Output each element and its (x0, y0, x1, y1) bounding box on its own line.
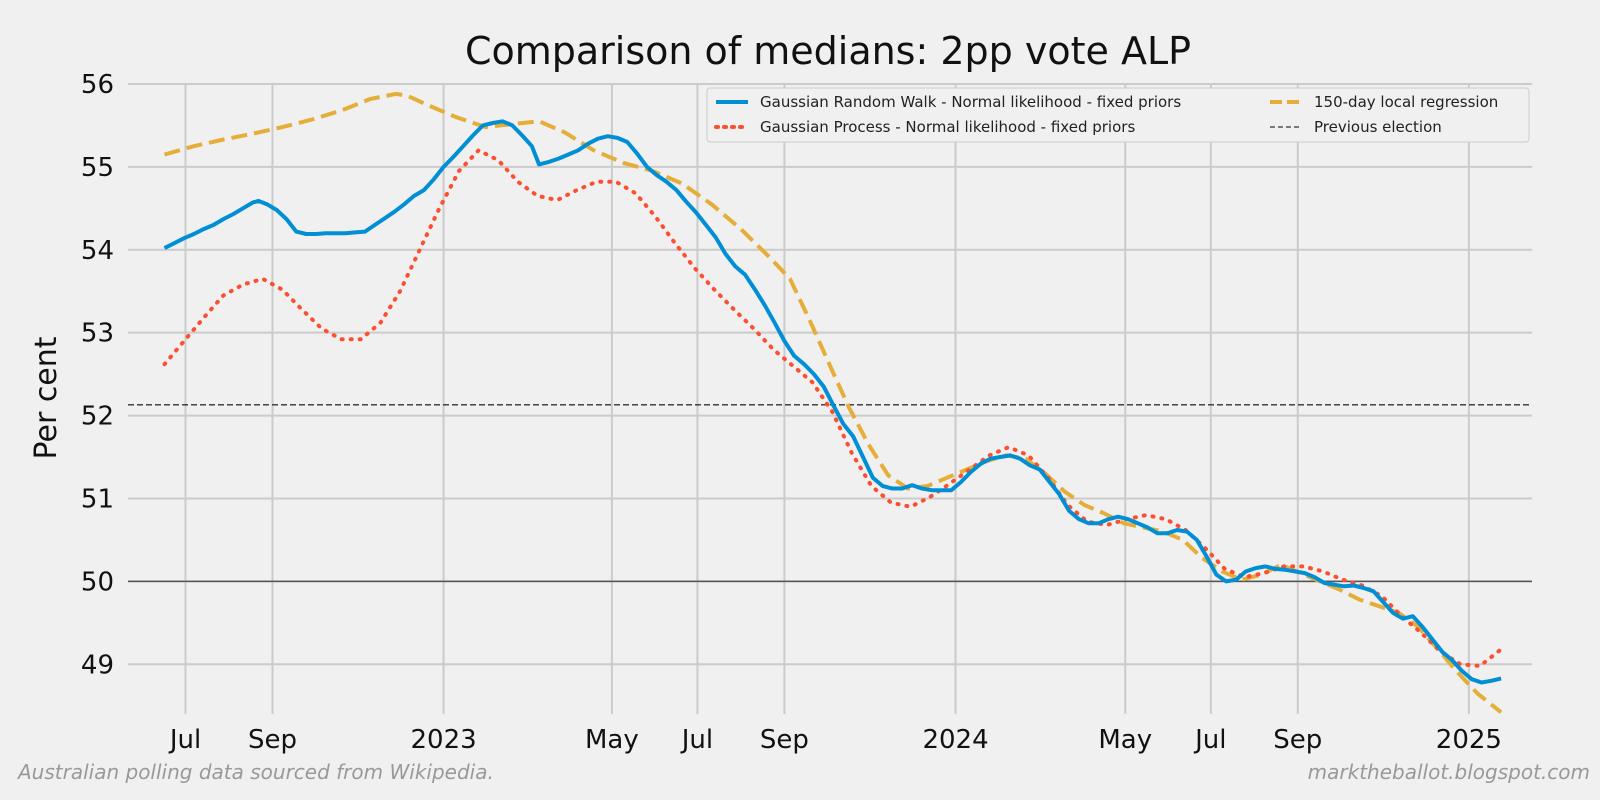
legend-box (706, 87, 1530, 143)
x-tick-label: 2023 (410, 725, 476, 755)
legend-label-local-regression: 150-day local regression (1314, 93, 1498, 111)
x-tick-label: 2025 (1436, 725, 1502, 755)
footer-site-credit: marktheballot.blogspot.com (1308, 760, 1590, 784)
axis-ticks: 49 50 51 52 53 54 55 56 Jul Sep 2023 May Jul Sep 2024 M… (81, 70, 1502, 755)
x-tick-label: 2024 (922, 725, 988, 755)
grid (128, 83, 1532, 714)
y-tick-label: 51 (81, 484, 114, 514)
y-tick-label: 52 (81, 402, 114, 432)
reference-lines (128, 404, 1532, 583)
x-tick-label: Jul (1193, 725, 1226, 755)
x-tick-label: Jul (680, 725, 713, 755)
legend-label-previous-election: Previous election (1314, 118, 1442, 136)
chart-title: Comparison of medians: 2pp vote ALP (465, 29, 1191, 73)
y-tick-label: 53 (81, 319, 114, 349)
y-axis-label: Per cent (29, 336, 64, 459)
x-tick-label: Sep (1273, 725, 1322, 755)
y-tick-label: 49 (81, 650, 114, 680)
x-tick-label: May (1098, 725, 1152, 755)
y-tick-label: 50 (81, 567, 114, 597)
y-tick-label: 55 (81, 153, 114, 183)
series-line-random-walk (163, 119, 1502, 685)
footer-source-note: Australian polling data sourced from Wik… (16, 760, 494, 784)
y-tick-label: 56 (81, 70, 114, 100)
legend-label-gaussian-process: Gaussian Process - Normal likelihood - f… (760, 118, 1135, 136)
series-lines (162, 91, 1504, 714)
legend-label-random-walk: Gaussian Random Walk - Normal likelihood… (760, 93, 1181, 111)
x-tick-label: May (585, 725, 639, 755)
legend: Gaussian Random Walk - Normal likelihood… (706, 87, 1530, 143)
x-tick-label: Sep (248, 725, 297, 755)
x-tick-label: Sep (760, 725, 809, 755)
y-tick-label: 54 (81, 236, 114, 266)
x-tick-label: Jul (168, 725, 201, 755)
